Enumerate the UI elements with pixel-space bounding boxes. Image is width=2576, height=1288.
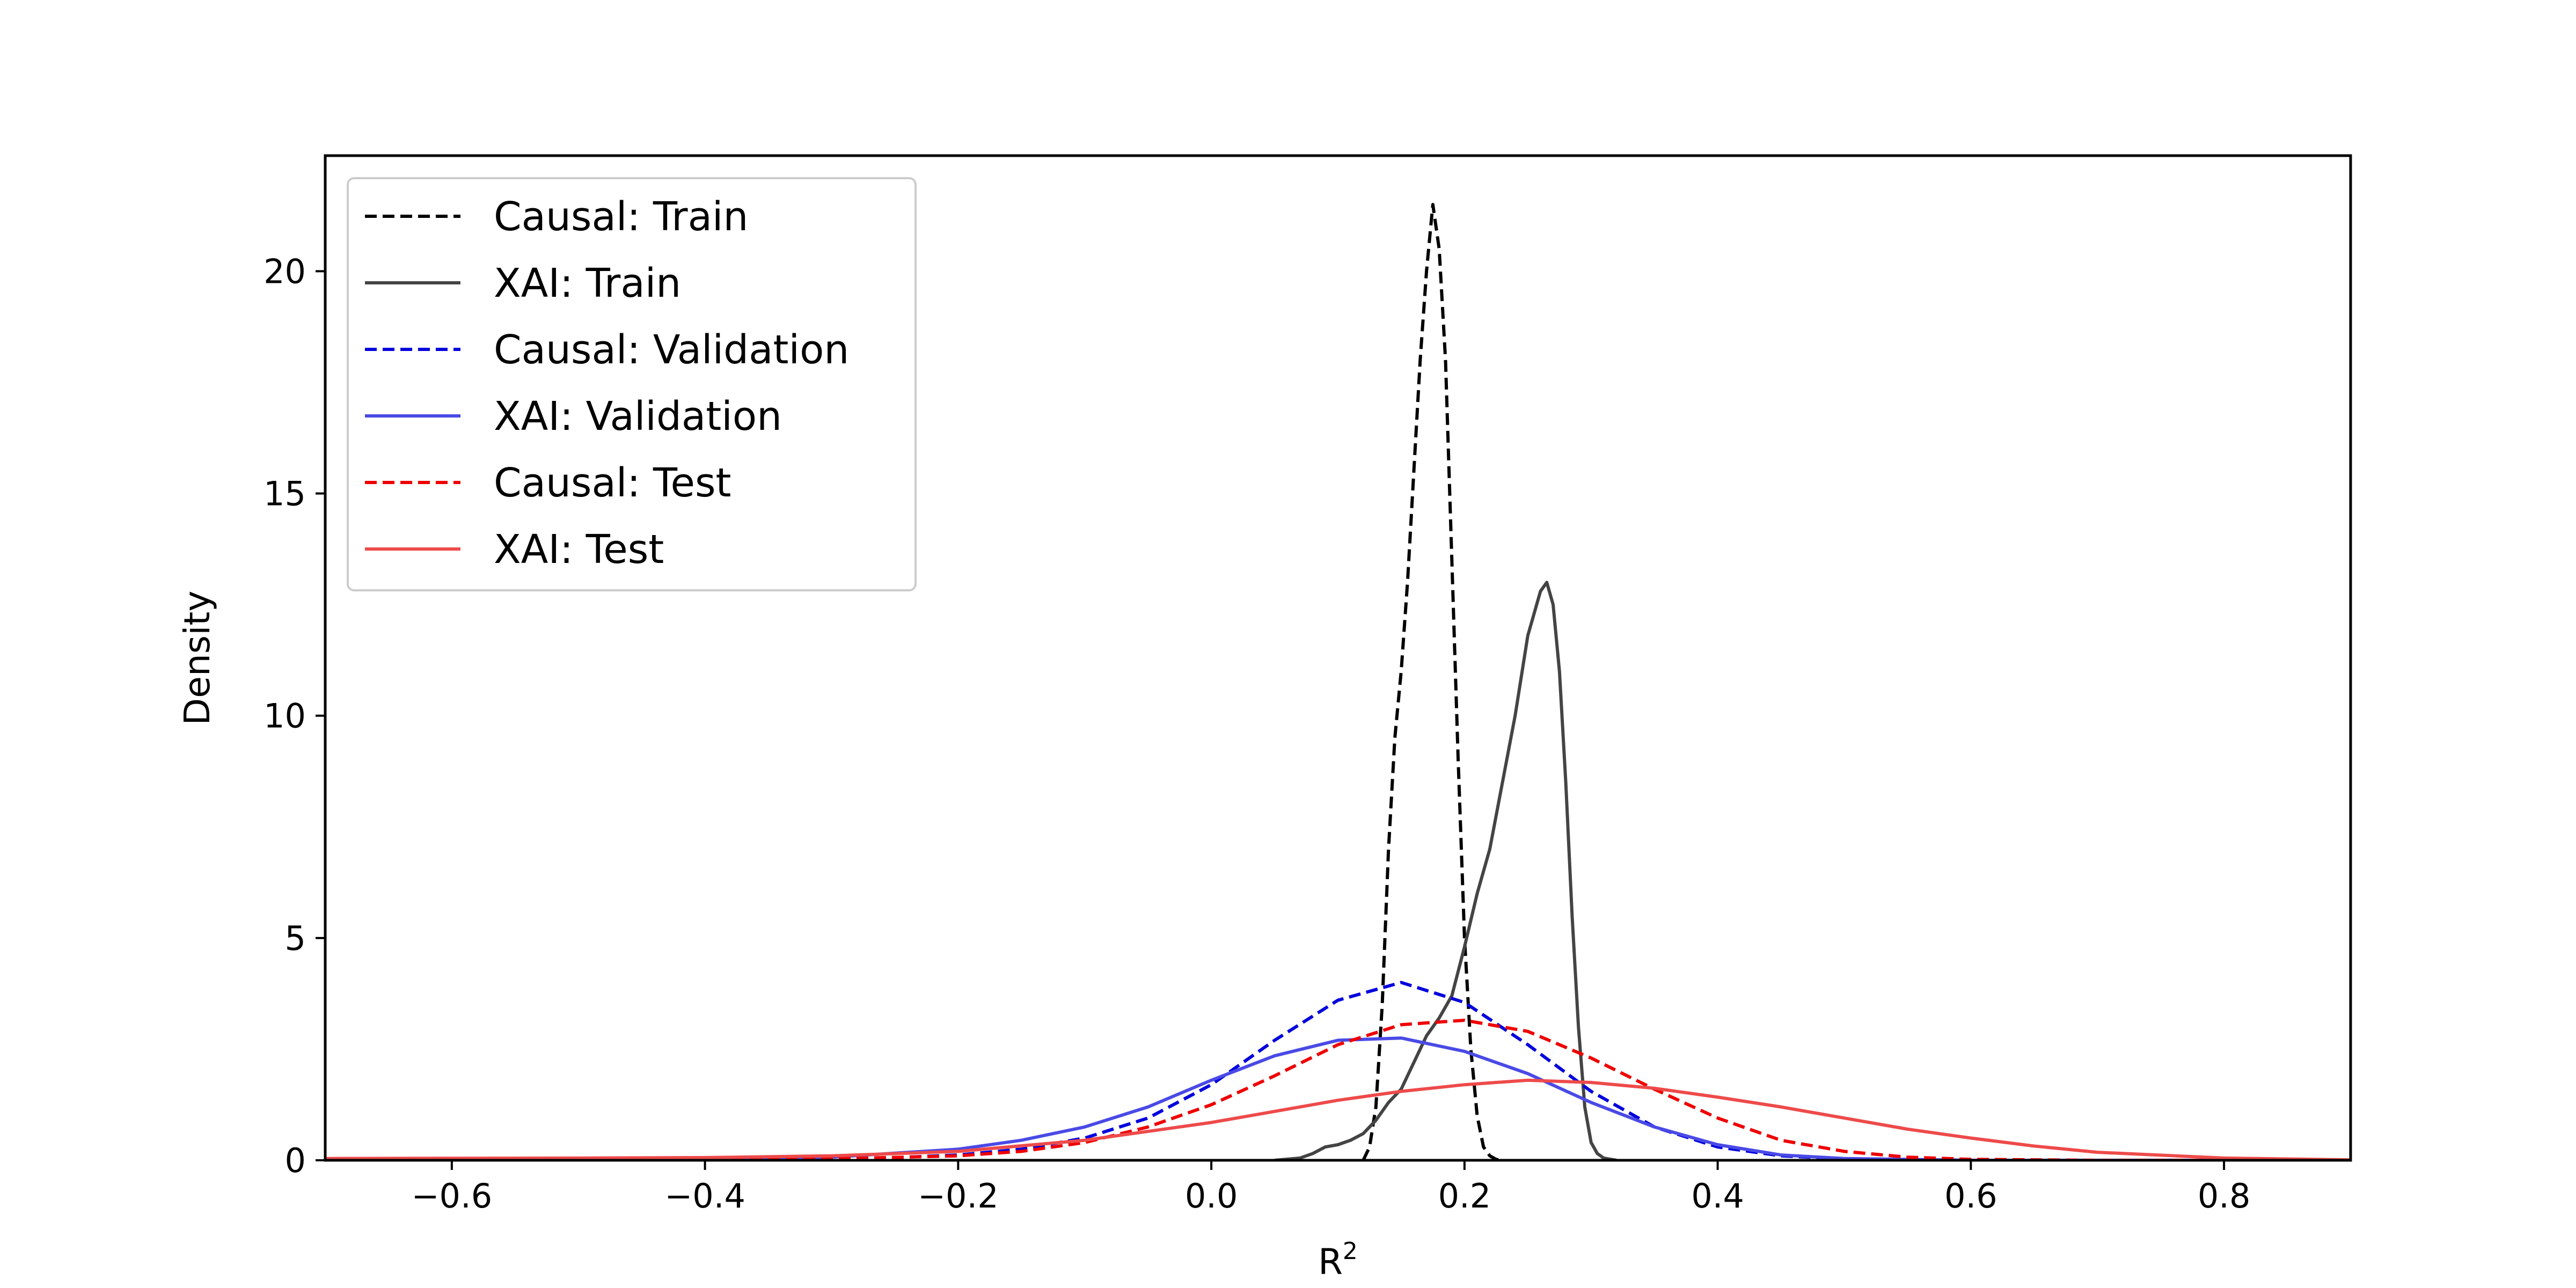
x-axis-label-superscript: 2	[1343, 1238, 1358, 1265]
x-tick-label: −0.6	[412, 1176, 493, 1216]
x-axis-label-base: R	[1318, 1241, 1343, 1283]
y-tick-label: 15	[264, 474, 306, 514]
y-axis-label: Density	[177, 591, 218, 726]
x-tick-label: 0.4	[1691, 1176, 1744, 1216]
series-line-1	[1274, 581, 1617, 1160]
legend-label: XAI: Train	[494, 260, 681, 306]
x-tick-label: 0.6	[1944, 1176, 1997, 1216]
y-axis: 0 5 10 15 20	[264, 252, 325, 1180]
series-line-0	[1362, 203, 1503, 1160]
legend-label: XAI: Test	[494, 526, 664, 573]
legend-label: Causal: Train	[494, 194, 748, 240]
x-tick-label: −0.2	[918, 1176, 999, 1216]
legend: Causal: Train XAI: Train Causal: Validatio…	[347, 177, 917, 591]
series-line-5	[325, 1078, 2351, 1160]
plot-frame	[324, 154, 2352, 1162]
legend-label: Causal: Test	[494, 460, 731, 506]
x-axis: −0.6 −0.4 −0.2 0.0 0.2 0.4 0.6 0.8	[412, 1160, 2251, 1216]
x-tick-label: 0.2	[1438, 1176, 1491, 1216]
x-tick-label: 0.8	[2198, 1176, 2251, 1216]
x-tick-label: 0.0	[1185, 1176, 1238, 1216]
x-tick-label: −0.4	[664, 1176, 745, 1216]
legend-label: XAI: Validation	[494, 393, 782, 440]
legend-box	[347, 177, 917, 591]
series-line-3	[325, 1036, 2351, 1160]
series-layer	[325, 203, 2351, 1160]
y-tick-label: 20	[264, 252, 306, 291]
legend-label: Causal: Validation	[494, 327, 849, 373]
y-tick-label: 10	[264, 697, 306, 736]
y-tick-label: 0	[285, 1141, 306, 1180]
series-line-4	[325, 1019, 2351, 1160]
x-axis-label: R2	[1318, 1238, 1358, 1283]
y-tick-label: 5	[285, 919, 306, 958]
series-line-2	[325, 980, 2351, 1160]
